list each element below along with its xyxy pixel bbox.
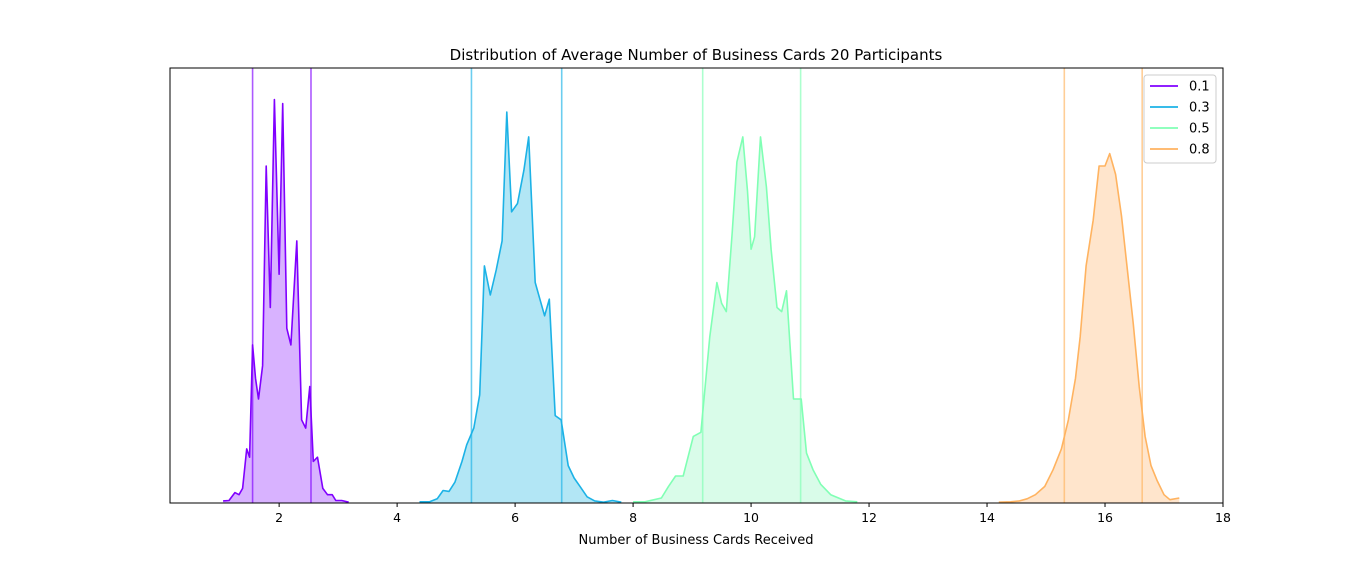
legend-label-0.8: 0.8 <box>1189 143 1210 158</box>
chart-title: Distribution of Average Number of Busine… <box>450 46 943 64</box>
x-tick-label-18: 18 <box>1215 510 1231 525</box>
x-tick-label-6: 6 <box>511 510 519 525</box>
series-line-0.5 <box>633 136 858 503</box>
legend-label-0.3: 0.3 <box>1189 101 1210 116</box>
plot-area <box>223 68 1180 504</box>
x-tick-label-10: 10 <box>743 510 759 525</box>
series-area-0.8 <box>998 153 1180 503</box>
legend-label-0.5: 0.5 <box>1189 122 1210 137</box>
x-axis: 2 4 6 8 10 12 14 16 18 <box>275 503 1231 525</box>
legend-label-0.1: 0.1 <box>1189 80 1210 95</box>
series-0.1 <box>223 68 349 503</box>
x-tick-label-2: 2 <box>275 510 283 525</box>
legend-box <box>1143 74 1217 164</box>
legend: 0.1 0.3 0.5 0.8 <box>1143 74 1217 164</box>
x-tick-label-14: 14 <box>979 510 995 525</box>
series-0.5 <box>633 68 858 503</box>
series-area-0.3 <box>419 112 622 503</box>
series-0.8 <box>998 68 1180 503</box>
x-tick-label-4: 4 <box>393 510 401 525</box>
series-0.3 <box>419 68 622 504</box>
x-tick-label-16: 16 <box>1097 510 1113 525</box>
axes-frame <box>169 67 1224 504</box>
series-line-0.1 <box>223 98 349 503</box>
series-line-0.8 <box>998 152 1180 503</box>
series-line-0.3 <box>419 111 622 504</box>
series-area-0.5 <box>633 136 858 503</box>
x-tick-label-12: 12 <box>861 510 877 525</box>
x-tick-label-8: 8 <box>629 510 637 525</box>
x-axis-label: Number of Business Cards Received <box>579 533 814 548</box>
